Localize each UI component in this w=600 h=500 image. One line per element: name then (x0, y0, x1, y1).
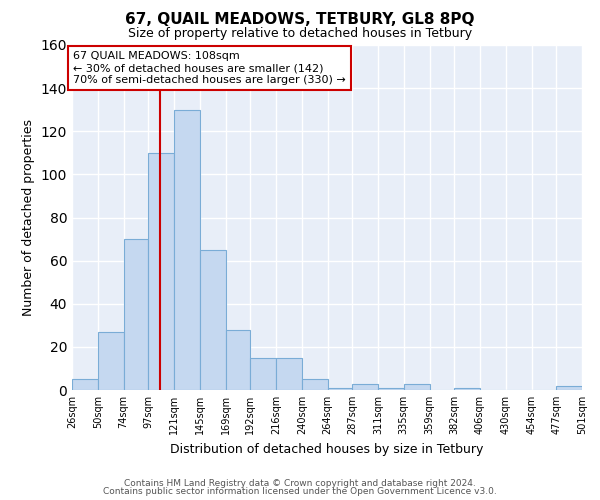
Bar (302, 379, 328, 390)
Bar (352, 384, 378, 390)
Bar (454, 388, 480, 390)
Bar (72, 379, 98, 390)
Bar (378, 388, 404, 390)
Y-axis label: Number of detached properties: Number of detached properties (22, 119, 35, 316)
Bar (174, 110, 200, 390)
Bar (250, 358, 276, 390)
Bar (200, 250, 226, 390)
Bar (404, 384, 430, 390)
Bar (124, 239, 148, 390)
Bar (556, 386, 582, 390)
Text: Contains HM Land Registry data © Crown copyright and database right 2024.: Contains HM Land Registry data © Crown c… (124, 478, 476, 488)
Text: Size of property relative to detached houses in Tetbury: Size of property relative to detached ho… (128, 28, 472, 40)
X-axis label: Distribution of detached houses by size in Tetbury: Distribution of detached houses by size … (170, 442, 484, 456)
Bar (148, 153, 174, 390)
Bar (276, 358, 302, 390)
Text: 67, QUAIL MEADOWS, TETBURY, GL8 8PQ: 67, QUAIL MEADOWS, TETBURY, GL8 8PQ (125, 12, 475, 28)
Text: Contains public sector information licensed under the Open Government Licence v3: Contains public sector information licen… (103, 487, 497, 496)
Bar (98, 332, 124, 390)
Text: 67 QUAIL MEADOWS: 108sqm
← 30% of detached houses are smaller (142)
70% of semi-: 67 QUAIL MEADOWS: 108sqm ← 30% of detach… (73, 52, 346, 84)
Bar (328, 388, 352, 390)
Bar (226, 330, 250, 390)
